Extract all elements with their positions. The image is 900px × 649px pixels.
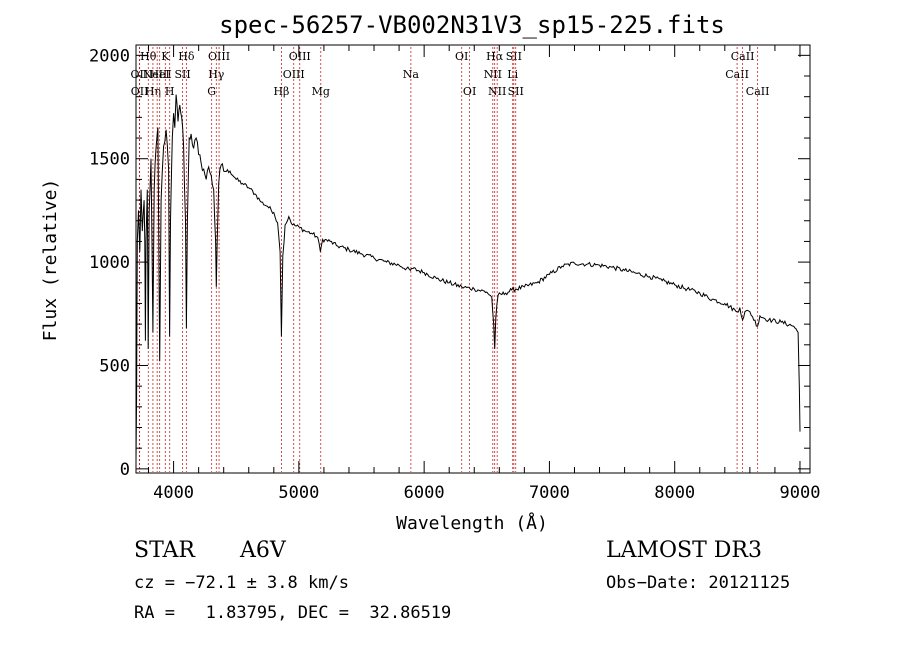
y-tick-label: 2000 <box>89 46 130 66</box>
survey-name: LAMOST DR3 <box>606 538 762 563</box>
line-marker-label: Hγ <box>208 68 225 81</box>
line-marker-label: K <box>161 50 170 63</box>
line-marker-label: Hη <box>145 85 161 98</box>
y-tick-label: 1000 <box>89 253 130 273</box>
line-marker-label: OI <box>463 85 476 98</box>
line-marker-label: NeIII <box>143 68 172 81</box>
line-marker-label: Hα <box>486 50 504 63</box>
line-marker-label: OII <box>131 85 149 98</box>
line-marker-label: Hβ <box>273 85 289 98</box>
object-class: STAR <box>134 538 195 563</box>
line-marker-label: Mg <box>312 85 330 98</box>
line-marker-label: CaII <box>746 85 770 98</box>
line-marker-label: Na <box>403 68 420 81</box>
y-tick-label: 500 <box>99 356 130 376</box>
line-marker-label: Li <box>507 68 518 81</box>
y-tick-label: 0 <box>120 460 130 480</box>
x-tick-label: 6000 <box>404 483 445 503</box>
line-marker-label: HeI <box>149 68 169 81</box>
chart-title: spec-56257-VB002N31V3_sp15-225.fits <box>219 11 725 39</box>
line-marker-label: G <box>207 85 216 98</box>
line-marker-label: OI <box>455 50 468 63</box>
x-tick-label: 5000 <box>278 483 319 503</box>
line-marker-label: SII <box>508 85 524 98</box>
x-tick-label: 7000 <box>529 483 570 503</box>
axis-ticks: 4000 5000 6000 7000 8000 9000 0 500 1000 1500 2000 <box>89 45 820 503</box>
coordinates: RA = 1.83795, DEC = 32.86519 <box>134 603 452 623</box>
observation-date: Obs−Date: 20121125 <box>606 573 791 593</box>
line-marker-label: Hθ <box>140 50 157 63</box>
line-marker-label: OIII <box>283 68 305 81</box>
line-marker-label: SII <box>506 50 522 63</box>
line-marker-label: NII <box>484 68 502 81</box>
line-marker-label: CaII <box>731 50 755 63</box>
redshift-velocity: cz = −72.1 ± 3.8 km/s <box>134 573 349 593</box>
y-axis-label: Flux (relative) <box>40 179 61 342</box>
line-marker-label: SII <box>174 68 190 81</box>
line-marker-label: CaII <box>725 68 749 81</box>
object-subclass: A6V <box>240 538 286 563</box>
line-marker-label: NII <box>488 85 506 98</box>
x-tick-label: 4000 <box>153 483 194 503</box>
plot-frame <box>135 44 811 474</box>
line-marker-label: OII <box>131 68 149 81</box>
y-tick-label: 1500 <box>89 150 130 170</box>
line-marker-label: OIII <box>208 50 230 63</box>
x-tick-label: 8000 <box>654 483 695 503</box>
x-tick-label: 9000 <box>780 483 821 503</box>
x-axis-label: Wavelength (Å) <box>396 512 548 534</box>
spectrum-line <box>135 94 801 461</box>
line-marker-label: H <box>165 85 175 98</box>
line-marker-label: Hδ <box>178 50 195 63</box>
line-marker-label: OIII <box>289 50 311 63</box>
